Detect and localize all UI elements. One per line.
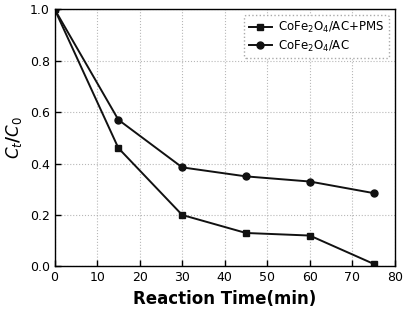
CoFe$_2$O$_4$/AC+PMS: [52, 7, 57, 11]
CoFe$_2$O$_4$/AC+PMS: [243, 231, 248, 235]
CoFe$_2$O$_4$/AC+PMS: [307, 234, 312, 237]
CoFe$_2$O$_4$/AC: [371, 191, 376, 195]
Legend: CoFe$_2$O$_4$/AC+PMS, CoFe$_2$O$_4$/AC: CoFe$_2$O$_4$/AC+PMS, CoFe$_2$O$_4$/AC: [244, 15, 389, 58]
Line: CoFe$_2$O$_4$/AC+PMS: CoFe$_2$O$_4$/AC+PMS: [51, 6, 377, 267]
Y-axis label: $C_t$/$C_0$: $C_t$/$C_0$: [4, 116, 24, 159]
CoFe$_2$O$_4$/AC: [52, 7, 57, 11]
CoFe$_2$O$_4$/AC+PMS: [371, 262, 376, 266]
X-axis label: Reaction Time(min): Reaction Time(min): [133, 290, 316, 308]
CoFe$_2$O$_4$/AC: [243, 174, 248, 178]
CoFe$_2$O$_4$/AC+PMS: [116, 146, 121, 150]
CoFe$_2$O$_4$/AC: [307, 180, 312, 183]
CoFe$_2$O$_4$/AC: [180, 165, 185, 169]
Line: CoFe$_2$O$_4$/AC: CoFe$_2$O$_4$/AC: [51, 6, 377, 197]
CoFe$_2$O$_4$/AC: [116, 118, 121, 122]
CoFe$_2$O$_4$/AC+PMS: [180, 213, 185, 217]
